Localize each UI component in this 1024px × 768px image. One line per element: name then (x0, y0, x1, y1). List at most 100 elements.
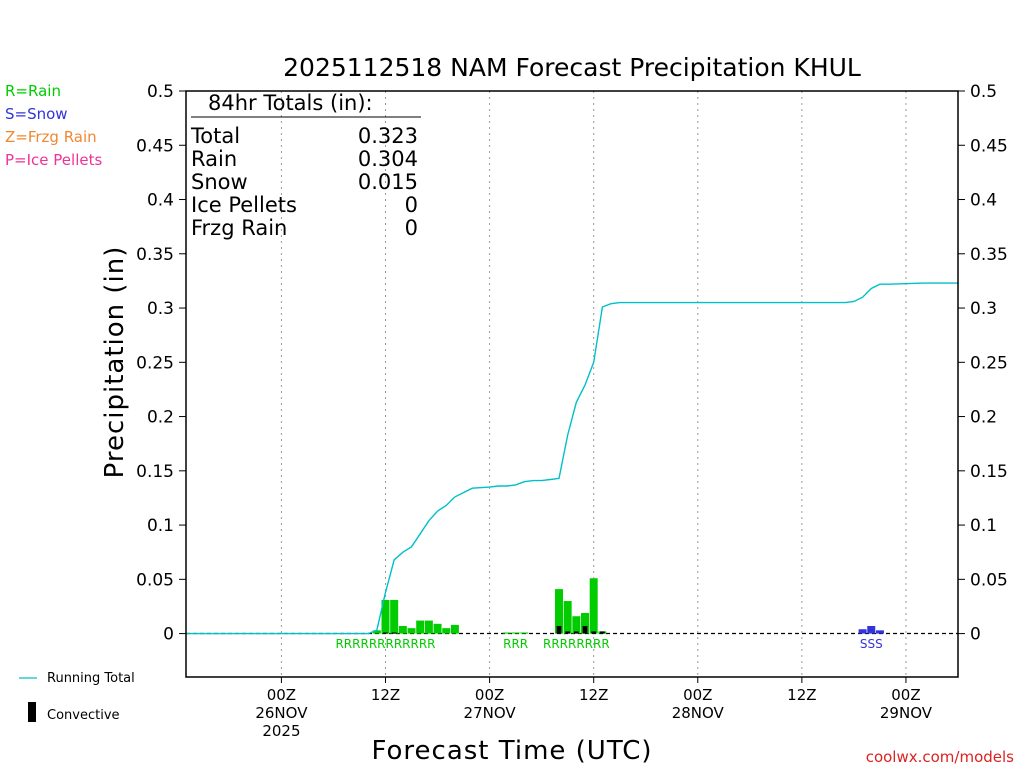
bar-hourly-rain-15 (572, 616, 581, 634)
credit-text: coolwx.com/models (866, 748, 1014, 766)
bar-convective-3 (565, 631, 571, 634)
y-tick-label-right-4: 0.2 (970, 408, 997, 428)
y-tick-label-left-4: 0.2 (147, 408, 174, 428)
totals-value-0: 0.323 (358, 124, 418, 148)
bar-convective-6 (591, 631, 597, 634)
chart-title: 2025112518 NAM Forecast Precipitation KH… (283, 53, 861, 82)
totals-value-4: 0 (405, 216, 418, 240)
y-tick-label-left-3: 0.15 (136, 462, 174, 482)
x-tick-label-2-1: 27NOV (464, 704, 517, 722)
y-tick-label-left-2: 0.1 (147, 516, 174, 536)
precip-type-label-0: RRRRRRRRRRRR (335, 637, 435, 651)
y-tick-label-left-9: 0.45 (136, 136, 174, 156)
bar-hourly-rain-10 (502, 632, 511, 634)
y-axis-label: Precipitation (in) (100, 246, 130, 479)
bars (372, 578, 884, 634)
running-total-line-group (186, 282, 958, 635)
running-total-legend-label: Running Total (47, 671, 135, 686)
y-tick-label-right-1: 0.05 (970, 570, 1008, 590)
bar-hourly-rain-1 (381, 599, 390, 634)
x-tick-label-0-0: 00Z (267, 686, 296, 704)
bar-hourly-snow-2 (875, 630, 884, 634)
convective-legend-swatch (28, 702, 36, 722)
x-tick-label-5-0: 12Z (787, 686, 816, 704)
bar-convective-1 (391, 632, 397, 634)
totals-heading: 84hr Totals (in): (208, 91, 373, 115)
x-tick-label-2-0: 00Z (475, 686, 504, 704)
bar-convective-7 (599, 631, 605, 634)
bar-convective-5 (582, 625, 588, 634)
totals-label-2: Snow (191, 170, 248, 194)
precip-type-legend-2: Z=Frzg Rain (5, 128, 97, 146)
y-tick-label-left-5: 0.25 (136, 353, 174, 373)
totals-label-3: Ice Pellets (191, 193, 297, 217)
running-total-line (186, 282, 958, 635)
totals-label-4: Frzg Rain (191, 216, 287, 240)
x-tick-label-0-2: 2025 (262, 722, 300, 740)
bar-hourly-rain-12 (520, 632, 529, 634)
bar-hourly-snow-0 (858, 629, 867, 634)
y-tick-label-left-1: 0.05 (136, 570, 174, 590)
x-tick-label-6-0: 00Z (891, 686, 920, 704)
x-tick-label-1-0: 12Z (371, 686, 400, 704)
bar-hourly-rain-6 (424, 620, 433, 634)
bar-hourly-rain-9 (450, 624, 459, 634)
y-tick-label-left-7: 0.35 (136, 245, 174, 265)
precip-type-legend-0: R=Rain (5, 82, 61, 100)
totals-value-1: 0.304 (358, 147, 418, 171)
bar-hourly-rain-14 (563, 601, 572, 634)
y-tick-label-left-10: 0.5 (147, 82, 174, 102)
bar-hourly-rain-13 (554, 589, 563, 634)
bar-convective-0 (383, 632, 388, 634)
precip-type-labels: RRRRRRRRRRRR RRR RRRRRRRR SSS (335, 637, 882, 651)
totals-value-2: 0.015 (358, 170, 418, 194)
x-tick-label-4-0: 00Z (683, 686, 712, 704)
y-tick-label-right-6: 0.3 (970, 299, 997, 319)
series-legend: Running Total Convective (19, 671, 135, 723)
bar-hourly-rain-11 (511, 632, 520, 634)
y-tick-label-right-7: 0.35 (970, 245, 1008, 265)
gridlines (280, 91, 907, 677)
y-tick-label-right-9: 0.45 (970, 136, 1008, 156)
bar-hourly-rain-5 (416, 620, 425, 634)
totals-box: 84hr Totals (in): Total 0.323 Rain 0.304 Sno… (190, 91, 421, 240)
totals-label-0: Total (190, 124, 240, 148)
bar-hourly-rain-16 (581, 612, 590, 634)
bar-hourly-snow-1 (867, 625, 876, 634)
precip-type-legend-1: S=Snow (5, 105, 68, 123)
bar-hourly-rain-8 (442, 628, 451, 634)
bar-hourly-rain-2 (390, 599, 399, 634)
precip-type-label-2: RRRRRRRR (543, 637, 610, 651)
bar-hourly-rain-7 (433, 623, 442, 634)
totals-value-3: 0 (405, 193, 418, 217)
bar-hourly-rain-3 (398, 625, 407, 634)
x-tick-label-6-1: 29NOV (880, 704, 933, 722)
bar-hourly-rain-4 (407, 628, 416, 634)
bar-hourly-rain-17 (589, 578, 598, 634)
x-tick-label-4-1: 28NOV (672, 704, 725, 722)
y-tick-label-right-8: 0.4 (970, 191, 997, 211)
y-tick-label-left-0: 0 (163, 625, 174, 645)
y-tick-label-left-6: 0.3 (147, 299, 174, 319)
x-axis-label: Forecast Time (UTC) (371, 736, 652, 766)
bar-convective-4 (573, 631, 579, 634)
precip-type-legend: R=Rain S=Snow Z=Frzg Rain P=Ice Pellets (5, 82, 102, 169)
y-tick-label-right-0: 0 (970, 625, 981, 645)
bar-hourly-rain-0 (372, 630, 381, 634)
y-tick-label-left-8: 0.4 (147, 191, 174, 211)
convective-legend-label: Convective (47, 708, 120, 723)
precip-type-legend-3: P=Ice Pellets (5, 151, 102, 169)
plot-frame (185, 90, 959, 678)
y-tick-label-right-2: 0.1 (970, 516, 997, 536)
bar-convective-2 (556, 625, 562, 634)
y-tick-label-right-5: 0.25 (970, 353, 1008, 373)
y-axis-ticks: 0 00.05 0.050.1 0.10.15 0.150.2 0.20.25 0.250.… (136, 82, 1008, 645)
x-tick-label-3-0: 12Z (579, 686, 608, 704)
precip-type-label-1: RRR (503, 637, 528, 651)
y-tick-label-right-3: 0.15 (970, 462, 1008, 482)
x-tick-label-0-1: 26NOV (255, 704, 308, 722)
precip-type-label-3: SSS (860, 637, 883, 651)
y-tick-label-right-10: 0.5 (970, 82, 997, 102)
